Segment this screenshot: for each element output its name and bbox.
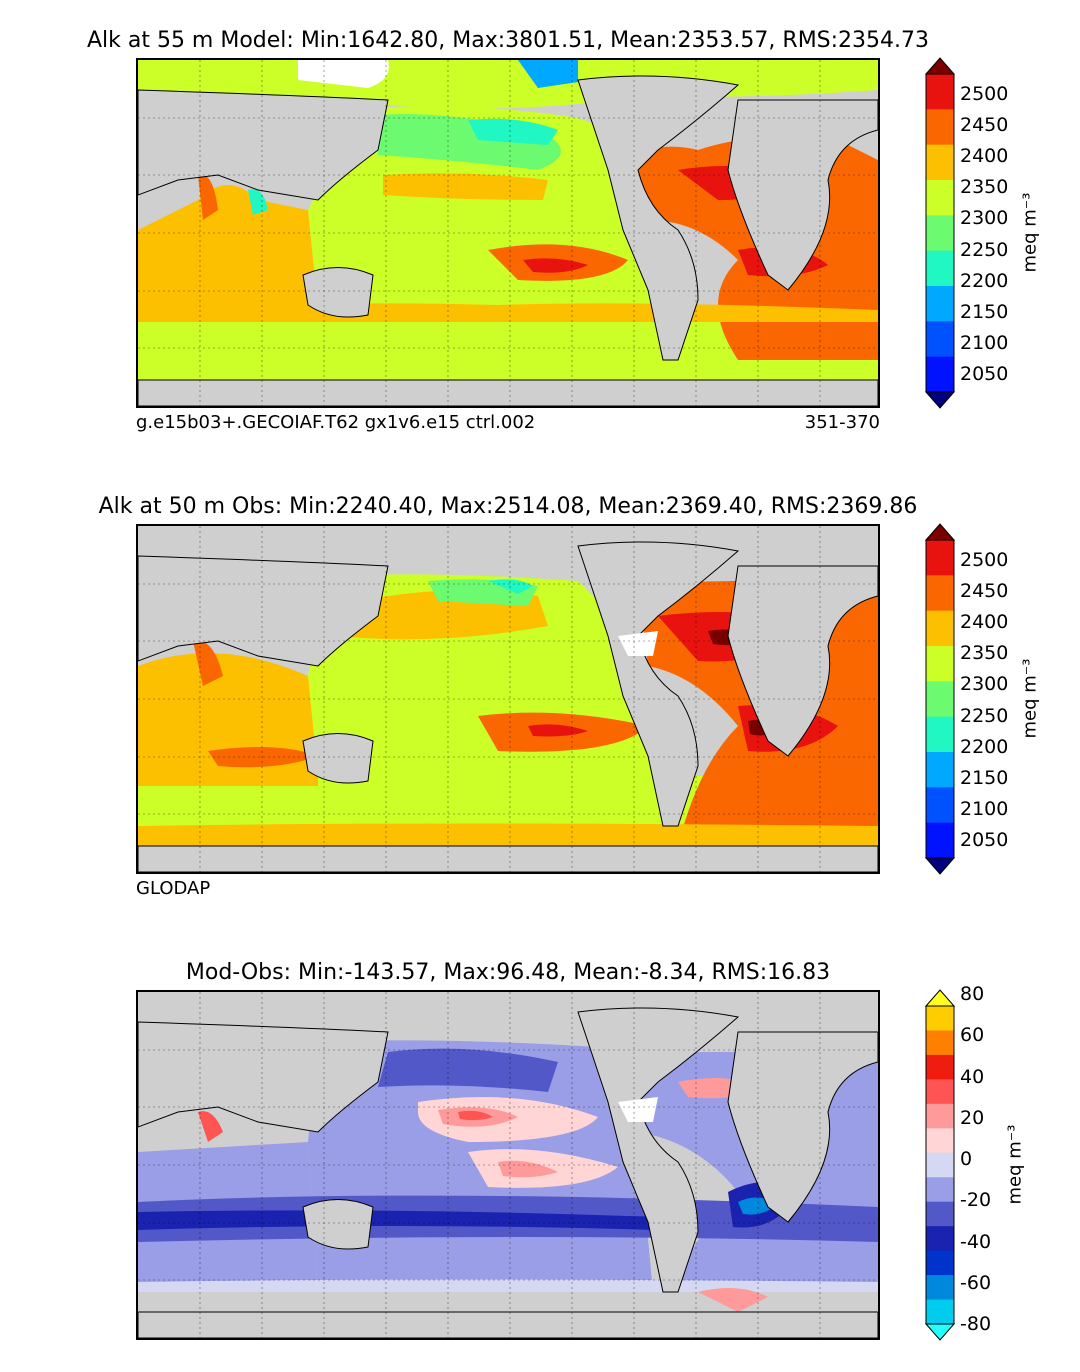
ocean-southern (138, 310, 878, 380)
colorbar-tick-label: 2100 (960, 797, 1009, 820)
colorbar-bin (926, 109, 954, 146)
colorbar-tick-label: 60 (960, 1024, 985, 1047)
model-footer-left: g.e15b03+.GECOIAF.T62 gx1v6.e15 ctrl.002 (136, 412, 536, 433)
colorbar-tick-label: 40 (960, 1065, 985, 1088)
model-colorbar (924, 57, 956, 409)
obs-map[interactable] (136, 524, 880, 874)
colorbar-tick-label: 0 (960, 1148, 973, 1170)
colorbar-tick-label: 2500 (960, 549, 1009, 571)
colorbar-tick-label: 2450 (960, 114, 1009, 137)
colorbar-tick-label: 2200 (960, 269, 1009, 292)
colorbar-bin (926, 822, 954, 859)
colorbar-bin (926, 716, 954, 753)
colorbar-bin (926, 752, 954, 788)
colorbar-tick-label: 2250 (960, 238, 1009, 261)
colorbar-tick-label: 2050 (960, 829, 1009, 851)
colorbar-top-cap (924, 523, 956, 541)
colorbar-bin (926, 610, 954, 647)
colorbar-tick-label: 2100 (960, 331, 1009, 354)
diff-panel: Mod-Obs: Min:-143.57, Max:96.48, Mean:-8… (0, 932, 1080, 1372)
colorbar-tick-label: -20 (960, 1189, 992, 1212)
obs-colorbar (924, 523, 956, 875)
diff-colorbar-unit: meq m⁻³ (1004, 1124, 1026, 1205)
model-panel: Alk at 55 m Model: Min:1642.80, Max:3801… (0, 0, 1080, 460)
colorbar-bin (926, 1152, 954, 1178)
land-australia (302, 267, 374, 318)
colorbar-bin (926, 215, 954, 252)
diff-colorbar (924, 989, 956, 1341)
colorbar-bin (926, 1177, 954, 1203)
colorbar-bottom-cap (924, 857, 956, 875)
obs-colorbar-unit: meq m⁻³ (1019, 658, 1041, 739)
model-panel-title: Alk at 55 m Model: Min:1642.80, Max:3801… (86, 28, 930, 53)
colorbar-tick-label: 2450 (960, 580, 1009, 603)
model-map-svg (138, 60, 878, 406)
colorbar-bin (926, 1079, 954, 1105)
obs-colorbar-svg (924, 523, 956, 875)
colorbar-bin (926, 1103, 954, 1129)
land-americas (577, 75, 740, 361)
colorbar-bottom-cap (924, 391, 956, 409)
colorbar-tick-label: 2300 (960, 673, 1009, 696)
colorbar-bin (926, 1299, 954, 1325)
colorbar-bin (926, 356, 954, 393)
colorbar-bottom-cap (924, 1323, 956, 1341)
colorbar-tick-label: 2400 (960, 145, 1009, 168)
colorbar-bin (926, 1128, 954, 1154)
colorbar-bin (926, 681, 954, 718)
colorbar-tick-label: 2300 (960, 207, 1009, 230)
colorbar-top-cap (924, 989, 956, 1007)
land-eurasia (138, 89, 389, 201)
colorbar-tick-label: 2150 (960, 300, 1009, 323)
colorbar-bin (926, 144, 954, 181)
colorbar-tick-label: 2350 (960, 176, 1009, 199)
colorbar-bin (926, 286, 954, 322)
model-map[interactable] (136, 58, 880, 408)
colorbar-top-cap (924, 57, 956, 75)
colorbar-bin (926, 1201, 954, 1227)
colorbar-bin (926, 1250, 954, 1276)
colorbar-tick-label: 2150 (960, 766, 1009, 789)
ocean-indian (138, 185, 318, 310)
model-colorbar-svg (924, 57, 956, 409)
colorbar-tick-label: -80 (960, 1313, 992, 1335)
model-colorbar-unit: meq m⁻³ (1019, 192, 1041, 273)
colorbar-tick-label: -40 (960, 1230, 992, 1253)
colorbar-bin (926, 1226, 954, 1252)
colorbar-bin (926, 1275, 954, 1301)
colorbar-bin (926, 1030, 954, 1056)
colorbar-tick-label: 2350 (960, 642, 1009, 665)
colorbar-bin (926, 1054, 954, 1080)
colorbar-bin (926, 74, 954, 110)
colorbar-tick-label: 2500 (960, 83, 1009, 105)
diff-panel-title: Mod-Obs: Min:-143.57, Max:96.48, Mean:-8… (185, 960, 831, 985)
colorbar-bin (926, 787, 954, 824)
colorbar-bin (926, 540, 954, 576)
land-antarctica (138, 379, 878, 406)
land-africa (727, 99, 878, 291)
model-footer-right: 351-370 (804, 412, 880, 433)
colorbar-tick-label: 2200 (960, 735, 1009, 758)
colorbar-bin (926, 180, 954, 216)
obs-footer-left: GLODAP (136, 878, 211, 899)
colorbar-bin (926, 646, 954, 682)
colorbar-bin (926, 250, 954, 287)
diff-colorbar-svg (924, 989, 956, 1341)
obs-map-svg (138, 526, 878, 872)
obs-panel-title: Alk at 50 m Obs: Min:2240.40, Max:2514.0… (98, 494, 918, 519)
obs-panel: Alk at 50 m Obs: Min:2240.40, Max:2514.0… (0, 466, 1080, 926)
diff-map[interactable] (136, 990, 880, 1340)
diff-map-svg (138, 992, 878, 1338)
colorbar-bin (926, 575, 954, 612)
colorbar-tick-label: 80 (960, 983, 985, 1005)
colorbar-tick-label: -60 (960, 1271, 992, 1294)
colorbar-bin (926, 321, 954, 358)
colorbar-tick-label: 20 (960, 1106, 985, 1129)
colorbar-bin (926, 1006, 954, 1031)
colorbar-tick-label: 2400 (960, 611, 1009, 634)
colorbar-tick-label: 2050 (960, 363, 1009, 385)
colorbar-tick-label: 2250 (960, 704, 1009, 727)
